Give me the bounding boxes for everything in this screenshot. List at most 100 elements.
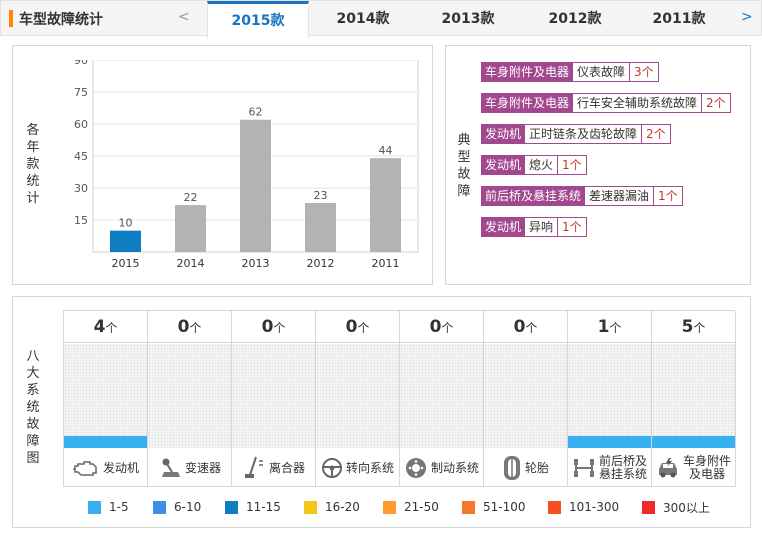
side-label-char: 故 [457,167,471,182]
system-level-area [400,344,483,448]
fault-description: 熄火 [525,155,559,175]
legend-label: 51-100 [483,500,526,514]
legend-swatch [642,500,655,514]
system-name: 制动系统 [430,460,479,475]
bar-2014 [175,205,206,252]
bar-2015 [110,230,141,252]
fault-description: 仪表故障 [573,62,631,82]
fault-description: 异响 [525,217,559,237]
side-label-char: 年 [26,140,40,155]
tab-2015[interactable]: 2015款 [207,1,309,38]
system-column-suspension[interactable]: 1个 前后桥及 悬挂系统 [568,311,652,487]
system-count: 0个 [316,311,399,343]
fault-item[interactable]: 发动机 熄火 1个 [481,155,587,175]
system-column-body-electrics[interactable]: 5个 车身附件 及电器 [652,311,736,487]
fault-item[interactable]: 前后桥及悬挂系统 差速器漏油 1个 [481,186,683,206]
legend-swatch [88,500,101,514]
fault-category-tag: 发动机 [481,124,526,144]
side-label-char: 八 [26,349,40,364]
clutch-pedal-icon [244,456,263,478]
next-year-arrow-icon[interactable]: > [741,9,753,25]
fault-item[interactable]: 发动机 正时链条及齿轮故障 2个 [481,124,671,144]
bar-value-label: 62 [249,106,263,119]
side-label-char: 障 [457,184,471,199]
year-stats-panel: 各 年 款 统 计 15 30 45 60 75 90 10 2015 22 2014 62 2013… [12,45,433,285]
legend-item: 6-10 [153,500,201,514]
system-label: 前后桥及 悬挂系统 [568,449,651,487]
bar-value-label: 22 [184,191,198,204]
fault-category-tag: 发动机 [481,217,526,237]
tab-2012[interactable]: 2012款 [548,11,602,27]
fault-item[interactable]: 车身附件及电器 行车安全辅助系统故障 2个 [481,93,731,113]
system-label: 轮胎 [484,449,567,487]
x-tick-label: 2014 [177,257,205,270]
side-label-char: 图 [26,451,40,466]
system-name: 轮胎 [524,460,549,475]
legend-label: 11-15 [246,500,281,514]
legend-label: 6-10 [174,500,202,514]
side-label-char: 系 [26,383,40,398]
system-column-engine[interactable]: 4个 发动机 [64,311,148,487]
year-stats-side-label: 各 年 款 统 计 [26,122,40,207]
system-count: 0个 [484,311,567,343]
system-name-line: 及电器 [688,467,725,481]
tab-2013[interactable]: 2013款 [441,11,495,27]
system-level-fill [64,435,147,448]
legend-item: 11-15 [225,500,281,514]
system-label: 转向系统 [316,449,399,487]
legend-swatch [383,500,396,514]
legend-item: 21-50 [383,500,439,514]
prev-year-arrow-icon[interactable]: < [178,9,190,25]
system-level-area [232,344,315,448]
system-name: 发动机 [102,460,139,475]
system-name: 前后桥及 悬挂系统 [599,455,647,481]
legend-item: 300以上 [642,500,710,515]
system-column-tire[interactable]: 0个 轮胎 [484,311,568,487]
legend-swatch [225,500,238,514]
gear-shift-icon [161,458,180,477]
system-name-line: 车身附件 [682,454,731,468]
system-count: 4个 [64,311,147,343]
legend-swatch [153,500,166,514]
side-label-char: 统 [26,174,40,189]
legend-item: 1-5 [88,500,129,514]
system-column-clutch[interactable]: 0个 离合器 [232,311,316,487]
system-level-area [64,344,147,448]
system-name-line: 前后桥及 [598,454,647,468]
section-title: 车型故障统计 [19,12,103,28]
fault-category-tag: 前后桥及悬挂系统 [481,186,586,206]
bar-value-label: 23 [314,189,328,202]
fault-count: 3个 [630,62,659,82]
eight-systems-side-label: 八 大 系 统 故 障 图 [26,348,40,467]
side-label-char: 款 [26,157,40,172]
tire-icon [503,456,520,480]
system-name: 离合器 [268,460,305,475]
fault-item[interactable]: 车身附件及电器 仪表故障 3个 [481,62,659,82]
bar-2011 [370,158,401,252]
y-tick-label: 45 [74,150,88,163]
car-body-icon [658,458,677,478]
side-label-char: 大 [26,366,40,381]
typical-faults-side-label: 典 型 故 障 [457,132,471,200]
engine-icon [72,461,97,476]
fault-count: 1个 [558,155,587,175]
fault-count: 1个 [558,217,587,237]
x-tick-label: 2015 [112,257,140,270]
system-label: 变速器 [148,449,231,487]
tab-2014[interactable]: 2014款 [336,11,390,27]
y-tick-label: 30 [74,182,88,195]
side-label-char: 型 [457,150,471,165]
system-column-brake[interactable]: 0个 制动系统 [400,311,484,487]
bar-value-label: 44 [379,144,393,157]
system-level-fill [568,435,651,448]
system-level-area [652,344,735,448]
system-count: 5个 [652,311,735,343]
system-column-steering[interactable]: 0个 转向系统 [316,311,400,487]
system-level-area [568,344,651,448]
fault-description: 正时链条及齿轮故障 [525,124,643,144]
tab-2011[interactable]: 2011款 [652,11,706,27]
system-level-area [316,344,399,448]
fault-item[interactable]: 发动机 异响 1个 [481,217,587,237]
system-column-transmission[interactable]: 0个 变速器 [148,311,232,487]
typical-faults-panel: 典 型 故 障 车身附件及电器 仪表故障 3个 车身附件及电器 行车安全辅助系统… [445,45,751,285]
